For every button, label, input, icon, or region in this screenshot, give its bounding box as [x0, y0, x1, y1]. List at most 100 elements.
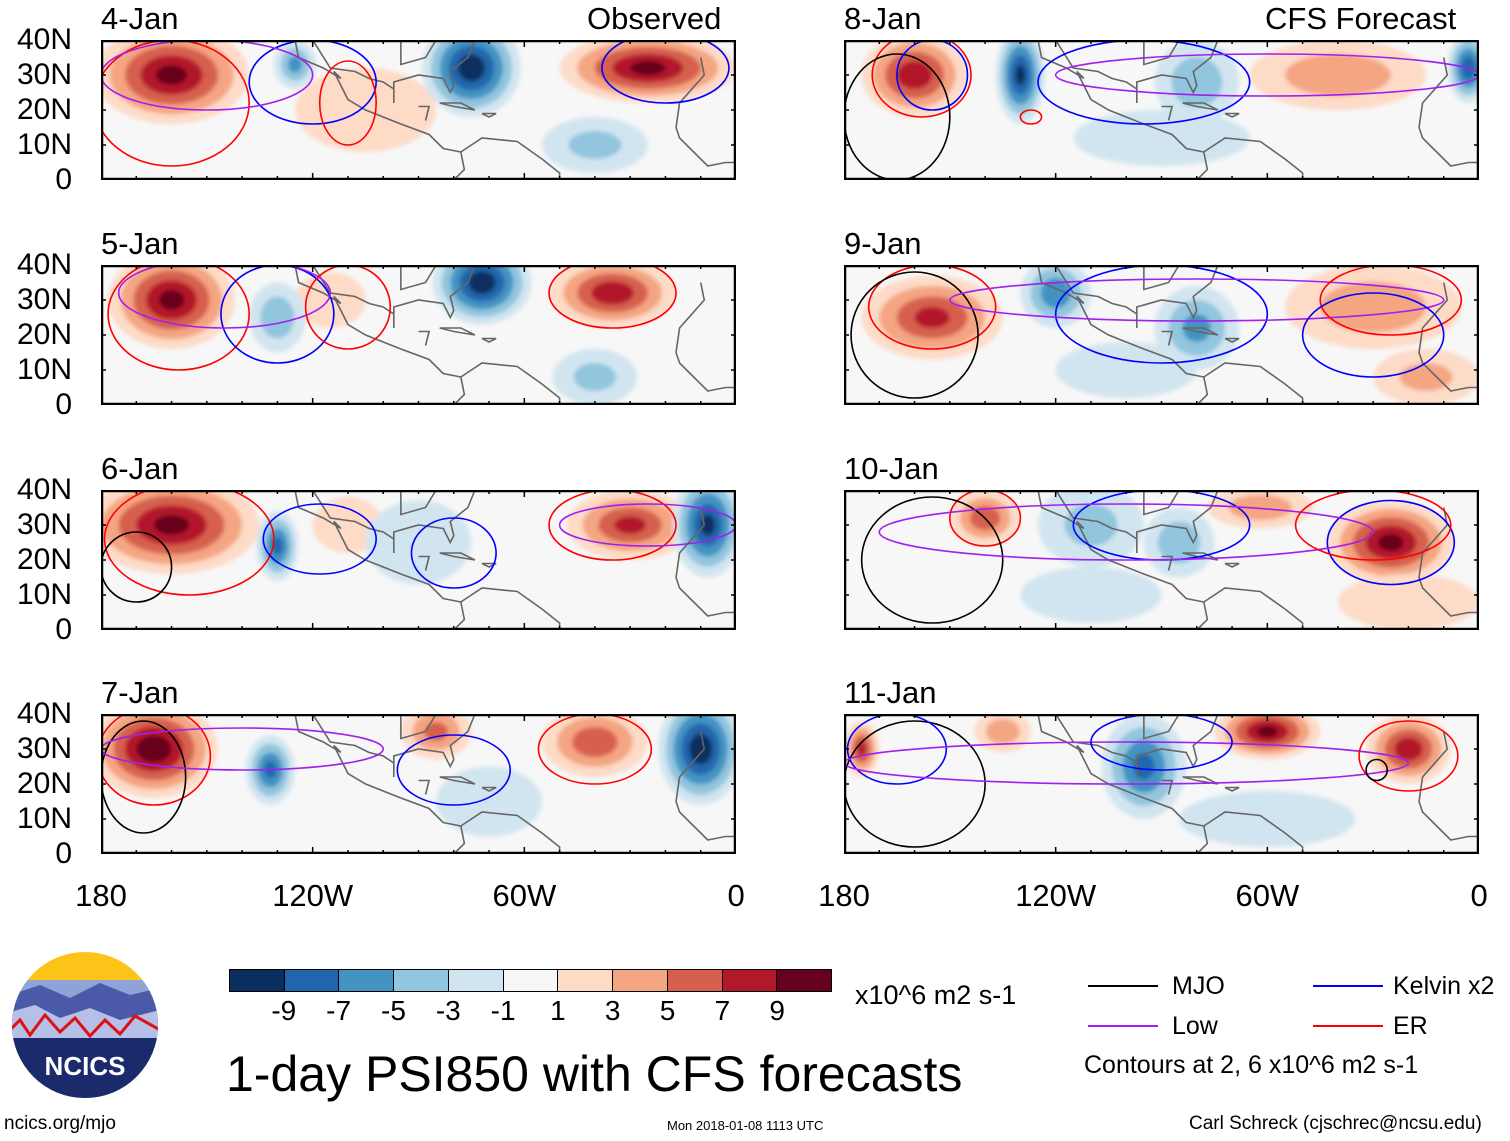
coastline — [418, 779, 431, 795]
coastline — [1136, 264, 1219, 328]
negative-anomaly — [287, 56, 303, 73]
coastline — [311, 39, 395, 90]
negative-anomaly — [457, 54, 485, 82]
kelvin-legend-label: Kelvin x2 — [1393, 972, 1495, 1000]
map-canvas — [100, 240, 737, 406]
lat-label: 10N — [16, 128, 72, 161]
lon-label: 0 — [727, 878, 745, 913]
er-legend-label: ER — [1393, 1012, 1428, 1040]
coastline — [393, 264, 476, 328]
positive-anomaly — [153, 515, 190, 535]
negative-anomaly — [689, 733, 713, 765]
low-contour — [949, 278, 1445, 322]
footer-author: Carl Schreck (cjschrec@ncsu.edu) — [1189, 1113, 1482, 1134]
lat-label: 30N — [16, 732, 72, 765]
coastline — [1224, 786, 1240, 792]
coastline — [1203, 362, 1304, 405]
coastline — [311, 489, 395, 540]
positive-anomaly — [136, 735, 172, 763]
kelvin-contour — [1301, 292, 1445, 378]
positive-anomaly — [630, 61, 666, 75]
negative-anomaly — [436, 766, 542, 837]
coastline — [418, 330, 431, 346]
er-contour — [318, 60, 377, 146]
colorbar-tick-label: -9 — [271, 995, 297, 1026]
lat-label: 0 — [55, 613, 72, 646]
colorbar-swatch — [339, 970, 395, 991]
positive-anomaly — [857, 742, 867, 756]
coastline — [481, 786, 497, 792]
coastline — [1203, 811, 1304, 854]
coastline — [1143, 489, 1180, 516]
coastline — [1182, 327, 1219, 336]
lat-label: 20N — [16, 767, 72, 800]
negative-anomaly — [1015, 65, 1026, 85]
coastline — [1418, 507, 1479, 617]
map-canvas — [843, 483, 1480, 631]
lon-label: 180 — [818, 878, 870, 913]
coastline — [675, 731, 736, 841]
lat-label: 40N — [16, 23, 72, 56]
coastline — [1418, 57, 1479, 167]
colorbar-tick-label: 7 — [714, 995, 731, 1026]
map-canvas — [90, 693, 744, 855]
coastline — [1203, 587, 1304, 630]
coastline — [418, 105, 431, 121]
footer-url[interactable]: ncics.org/mjo — [4, 1113, 116, 1134]
coastline — [311, 264, 395, 315]
colorbar-swatch — [284, 970, 340, 991]
colorbar-swatch — [613, 970, 668, 991]
coastline — [418, 555, 431, 571]
contour-note: Contours at 2, 6 x10^6 m2 s-1 — [1084, 1051, 1419, 1079]
low-legend-label: Low — [1172, 1012, 1218, 1040]
coastline — [1143, 39, 1180, 66]
mjo-contour — [1365, 758, 1389, 782]
coastline — [400, 39, 437, 66]
coastline — [439, 102, 476, 111]
colorbar-swatch — [777, 970, 832, 991]
map-panel — [83, 472, 744, 631]
positive-anomaly — [156, 65, 188, 85]
coastline — [675, 57, 736, 167]
colorbar-swatch — [722, 970, 778, 991]
coastline — [400, 264, 437, 291]
positive-anomaly — [1337, 574, 1479, 630]
positive-anomaly — [914, 307, 950, 328]
coastline — [1224, 337, 1240, 343]
coastline — [1161, 779, 1174, 795]
coastline — [1161, 105, 1174, 121]
coastline — [439, 552, 476, 561]
colorbar-tick-label: -1 — [490, 995, 516, 1026]
mjo-contour — [850, 271, 979, 399]
map-panel — [843, 258, 1480, 406]
lat-label: 30N — [16, 508, 72, 541]
negative-anomaly — [1171, 56, 1223, 108]
coastline — [460, 362, 561, 405]
positive-anomaly — [312, 497, 384, 553]
logo-text: NCICS — [45, 1051, 126, 1081]
coastline — [1136, 39, 1219, 103]
panel-date-label: 9-Jan — [844, 226, 922, 261]
negative-anomaly — [272, 537, 283, 555]
coastline — [481, 337, 497, 343]
negative-anomaly — [260, 296, 295, 339]
negative-anomaly — [1179, 791, 1356, 847]
map-canvas — [843, 703, 1480, 855]
mjo-contour — [860, 496, 1004, 624]
panel-date-label: 10-Jan — [844, 451, 939, 486]
coastline — [460, 587, 561, 630]
figure-title: 1-day PSI850 with CFS forecasts — [226, 1046, 963, 1102]
map-panel — [100, 240, 737, 406]
coastline — [1203, 137, 1304, 180]
coastline — [1224, 112, 1240, 118]
coastline — [311, 713, 395, 764]
lon-label: 60W — [1235, 878, 1300, 913]
kelvin-contour — [410, 517, 497, 589]
map-panel — [843, 26, 1490, 181]
lat-label: 20N — [16, 318, 72, 351]
coastline — [1143, 713, 1180, 740]
map-panel — [93, 19, 737, 181]
kelvin-contour — [1326, 499, 1456, 586]
lat-label: 30N — [16, 58, 72, 91]
positive-anomaly — [614, 516, 647, 534]
